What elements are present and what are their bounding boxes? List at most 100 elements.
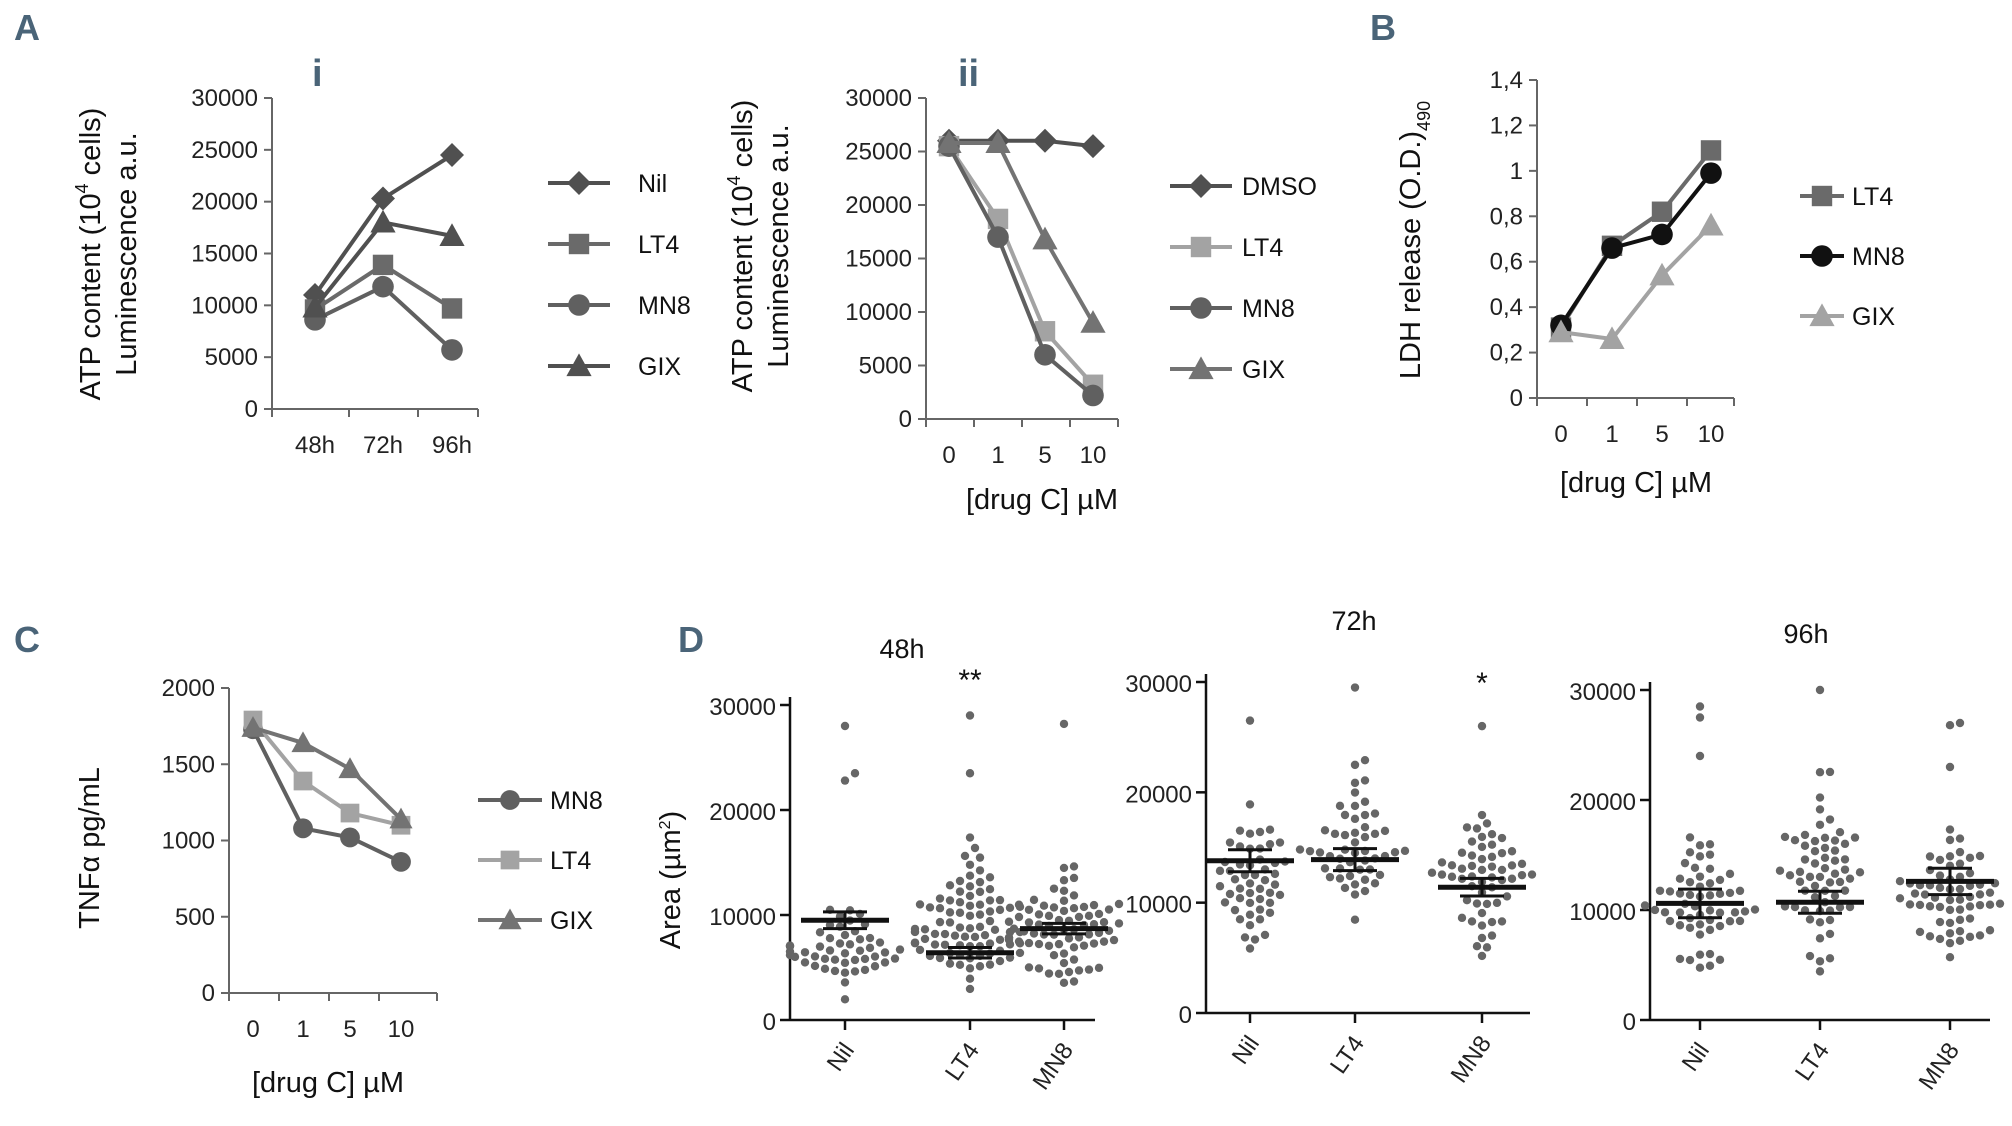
x-tick-label: 0 [1554,421,1567,448]
y-tick-label: 15000 [191,241,258,268]
data-point [1477,908,1487,918]
data-point [1235,915,1245,924]
legend-entry-lt4: LT4 [478,847,591,875]
point-gix [1032,226,1058,250]
data-point [1350,880,1360,889]
x-axis-label: [drug C] µM [1560,467,1712,499]
data-point [1004,933,1014,942]
y-tick-label: 1,4 [1490,67,1523,94]
series-gix [1548,212,1724,350]
data-point [1517,870,1527,880]
chart-area-72h: 0 10000 20000 30000 72h Nil LT4 MN8 * [1125,606,1537,1088]
data-point [820,954,830,964]
data-point [1920,890,1930,899]
data-point [810,961,820,971]
data-point [1715,889,1725,899]
data-point [965,882,975,891]
data-point [1800,855,1810,864]
data-point [1049,903,1059,912]
data-point [1810,859,1820,868]
data-point [1945,895,1955,905]
data-point [915,945,925,955]
data-point [1472,824,1482,833]
data-point [1069,977,1079,986]
data-point [1467,851,1477,860]
data-point [945,908,955,917]
data-point [1487,931,1497,940]
data-point [1725,869,1735,879]
data-point [1255,915,1265,924]
data-point [1905,900,1915,909]
chart-ldh-release: 0 0,2 0,4 0,6 0,8 1 1,2 1,4 0 1 5 10 [drug C] µM LT4 M… [1395,67,1905,499]
data-point [1845,902,1855,912]
data-point [840,930,850,940]
data-point [1715,908,1725,917]
data-point [985,896,995,905]
data-point [970,932,980,942]
point-gix [1698,212,1724,236]
data-point [945,896,955,905]
point-lt4 [441,298,463,319]
data-point [1935,902,1945,912]
data-point [1370,829,1380,839]
panel-label-i: i [312,53,323,95]
data-point [865,933,875,943]
y-tick-label: 10000 [1569,899,1636,926]
data-point [1790,836,1800,845]
group-lt4: LT4 [1295,683,1410,1079]
y-tick-label: 10000 [1125,892,1192,919]
series-gix [302,209,465,318]
data-point [1675,921,1685,930]
point-mn8 [391,851,411,872]
data-point [1079,902,1089,912]
data-point [1815,872,1825,882]
data-point [855,946,865,955]
data-point [1074,966,1084,975]
data-point [1695,963,1705,972]
legend-marker-gix [498,908,522,930]
data-point [1335,801,1345,811]
data-point [1447,861,1457,870]
group-nil: Nil [1206,716,1294,1069]
data-point [1029,929,1039,938]
data-point [1457,848,1467,857]
data-point [955,908,965,917]
data-point [1225,838,1235,847]
data-point [1069,891,1079,900]
data-point [1965,868,1975,878]
data-point [1245,898,1255,908]
x-tick-label: LT4 [1790,1038,1835,1086]
data-point [1049,884,1059,893]
data-point [1350,890,1360,899]
x-axis-label: [drug C] µM [252,1067,404,1099]
data-point [1114,899,1124,909]
y-axis-label: ATP content (104 cells) [72,108,107,401]
data-point [1462,823,1472,832]
data-point [1735,916,1745,926]
data-point [1925,902,1935,911]
data-point [1845,874,1855,883]
data-point [1064,967,1074,977]
data-point [965,924,975,933]
data-point [1315,848,1325,857]
legend-marker-mn8 [1190,297,1212,319]
legend-label: LT4 [638,231,679,259]
point-gix [302,294,328,318]
data-point [975,962,985,971]
data-point [1360,832,1370,842]
point-lt4 [293,771,313,791]
legend-label: Nil [638,170,667,198]
data-point [965,833,975,842]
x-tick-label: 5 [1655,421,1668,448]
data-point [1815,934,1825,943]
data-point [1044,941,1054,950]
legend-entry-mn8: MN8 [1800,243,1905,271]
data-point [985,884,995,894]
legend-entry-mn8: MN8 [478,787,603,815]
y-axis-label: LDH release (O.D.)490 [1395,101,1434,379]
data-point [1024,918,1034,927]
point-gix [1599,326,1625,350]
x-tick-label: 72h [363,432,403,459]
data-point [975,900,985,909]
data-point [1507,847,1517,856]
